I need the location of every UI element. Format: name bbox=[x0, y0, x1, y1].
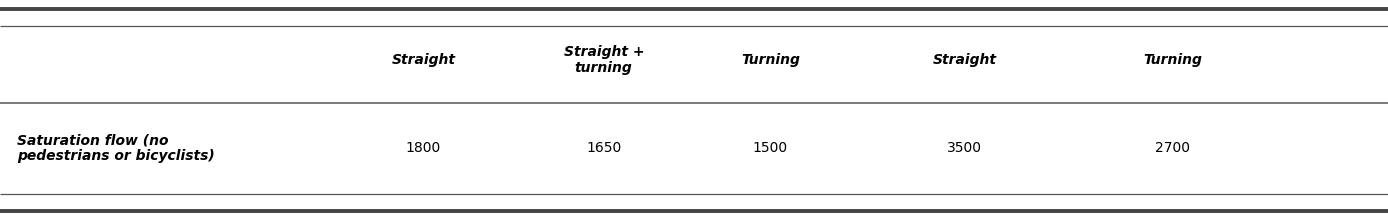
Text: Turning: Turning bbox=[1144, 53, 1202, 67]
Text: Saturation flow (no
pedestrians or bicyclists): Saturation flow (no pedestrians or bicyc… bbox=[17, 133, 214, 163]
Text: Straight +
turning: Straight + turning bbox=[564, 45, 644, 75]
Text: 1800: 1800 bbox=[405, 141, 441, 155]
Text: Straight: Straight bbox=[391, 53, 455, 67]
Text: 1650: 1650 bbox=[586, 141, 622, 155]
Text: Straight: Straight bbox=[933, 53, 997, 67]
Text: Turning: Turning bbox=[741, 53, 799, 67]
Text: 2700: 2700 bbox=[1155, 141, 1191, 155]
Text: 3500: 3500 bbox=[947, 141, 983, 155]
Text: 1500: 1500 bbox=[752, 141, 788, 155]
